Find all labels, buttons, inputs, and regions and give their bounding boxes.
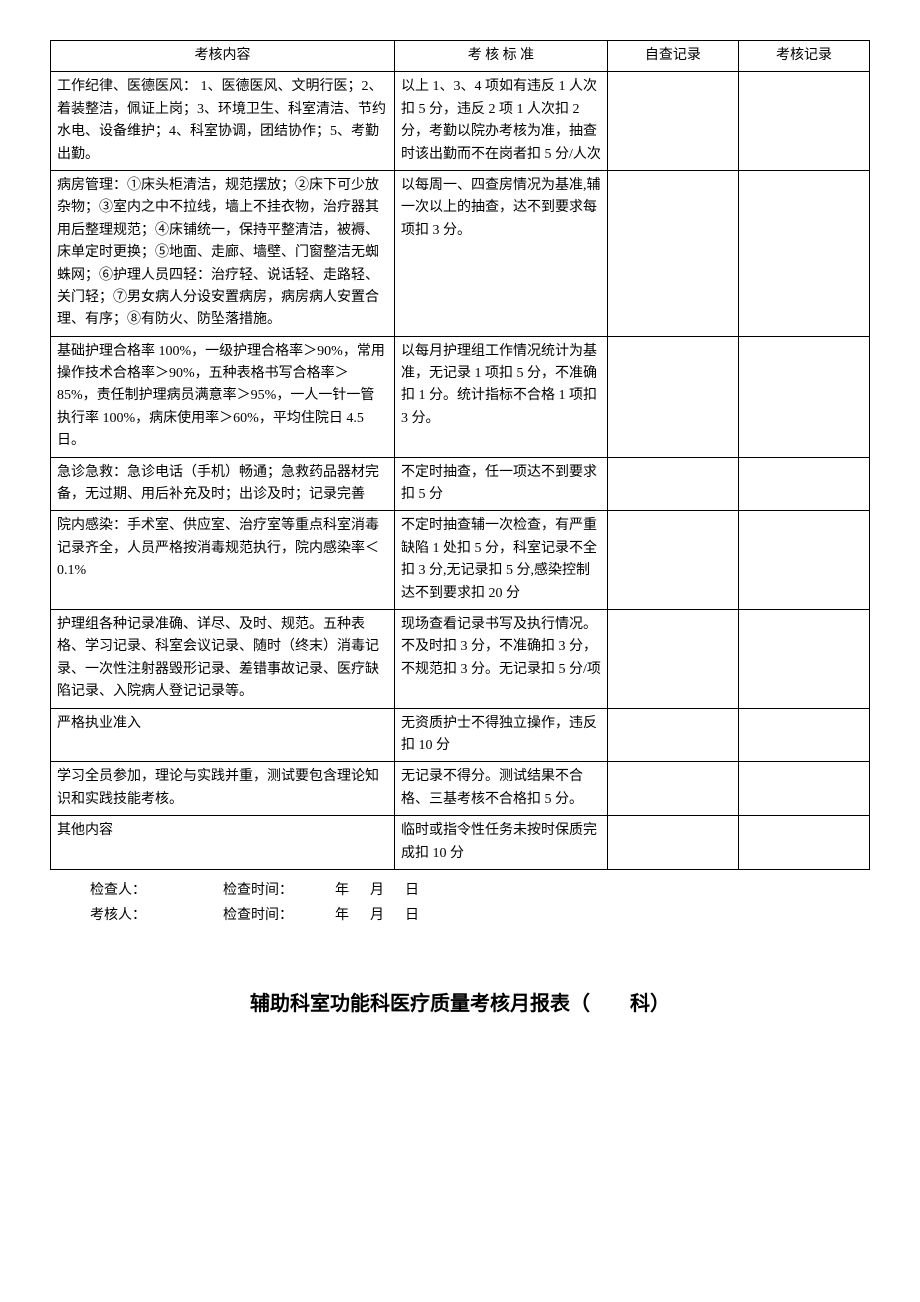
cell-standard: 不定时抽查辅一次检查，有严重缺陷 1 处扣 5 分，科室记录不全扣 3 分,无记…: [394, 511, 607, 610]
cell-content: 工作纪律、医德医风： 1、医德医风、文明行医；2、着装整洁，佩证上岗；3、环境卫…: [51, 72, 395, 171]
cell-standard: 不定时抽查，任一项达不到要求扣 5 分: [394, 457, 607, 511]
cell-review: [738, 457, 869, 511]
header-content: 考核内容: [51, 41, 395, 72]
cell-review: [738, 170, 869, 336]
cell-self: [607, 72, 738, 171]
cell-content: 护理组各种记录准确、详尽、及时、规范。五种表格、学习记录、科室会议记录、随时（终…: [51, 609, 395, 708]
table-row: 工作纪律、医德医风： 1、医德医风、文明行医；2、着装整洁，佩证上岗；3、环境卫…: [51, 72, 870, 171]
table-row: 病房管理：①床头柜清洁，规范摆放；②床下可少放杂物；③室内之中不拉线，墙上不挂衣…: [51, 170, 870, 336]
table-row: 护理组各种记录准确、详尽、及时、规范。五种表格、学习记录、科室会议记录、随时（终…: [51, 609, 870, 708]
table-row: 急诊急救：急诊电话（手机）畅通；急救药品器材完备，无过期、用后补充及时；出诊及时…: [51, 457, 870, 511]
header-self: 自查记录: [607, 41, 738, 72]
cell-standard: 以上 1、3、4 项如有违反 1 人次扣 5 分，违反 2 项 1 人次扣 2 …: [394, 72, 607, 171]
cell-self: [607, 511, 738, 610]
footer-line-reviewer: 考核人： 检查时间： 年 月 日: [90, 903, 870, 928]
table-row: 学习全员参加，理论与实践并重，测试要包含理论知识和实践技能考核。无记录不得分。测…: [51, 762, 870, 816]
table-row: 基础护理合格率 100%，一级护理合格率＞90%，常用操作技术合格率＞90%，五…: [51, 336, 870, 457]
cell-self: [607, 816, 738, 870]
cell-self: [607, 762, 738, 816]
assessment-table: 考核内容 考 核 标 准 自查记录 考核记录 工作纪律、医德医风： 1、医德医风…: [50, 40, 870, 870]
table-row: 院内感染：手术室、供应室、治疗室等重点科室消毒记录齐全，人员严格按消毒规范执行，…: [51, 511, 870, 610]
cell-standard: 无资质护士不得独立操作，违反扣 10 分: [394, 708, 607, 762]
cell-review: [738, 708, 869, 762]
cell-self: [607, 170, 738, 336]
cell-content: 严格执业准入: [51, 708, 395, 762]
cell-content: 病房管理：①床头柜清洁，规范摆放；②床下可少放杂物；③室内之中不拉线，墙上不挂衣…: [51, 170, 395, 336]
cell-review: [738, 336, 869, 457]
table-row: 其他内容临时或指令性任务未按时保质完成扣 10 分: [51, 816, 870, 870]
cell-review: [738, 816, 869, 870]
cell-review: [738, 511, 869, 610]
cell-self: [607, 708, 738, 762]
cell-content: 急诊急救：急诊电话（手机）畅通；急救药品器材完备，无过期、用后补充及时；出诊及时…: [51, 457, 395, 511]
cell-content: 学习全员参加，理论与实践并重，测试要包含理论知识和实践技能考核。: [51, 762, 395, 816]
cell-review: [738, 72, 869, 171]
cell-content: 院内感染：手术室、供应室、治疗室等重点科室消毒记录齐全，人员严格按消毒规范执行，…: [51, 511, 395, 610]
cell-self: [607, 336, 738, 457]
cell-standard: 以每周一、四查房情况为基准,辅一次以上的抽查，达不到要求每项扣 3 分。: [394, 170, 607, 336]
cell-standard: 临时或指令性任务未按时保质完成扣 10 分: [394, 816, 607, 870]
footer-block: 检查人： 检查时间： 年 月 日 考核人： 检查时间： 年 月 日: [50, 878, 870, 928]
header-standard: 考 核 标 准: [394, 41, 607, 72]
table-body: 工作纪律、医德医风： 1、医德医风、文明行医；2、着装整洁，佩证上岗；3、环境卫…: [51, 72, 870, 870]
table-row: 严格执业准入无资质护士不得独立操作，违反扣 10 分: [51, 708, 870, 762]
cell-review: [738, 762, 869, 816]
footer-line-inspector: 检查人： 检查时间： 年 月 日: [90, 878, 870, 903]
header-review: 考核记录: [738, 41, 869, 72]
cell-self: [607, 609, 738, 708]
cell-content: 基础护理合格率 100%，一级护理合格率＞90%，常用操作技术合格率＞90%，五…: [51, 336, 395, 457]
cell-standard: 现场查看记录书写及执行情况。不及时扣 3 分，不准确扣 3 分，不规范扣 3 分…: [394, 609, 607, 708]
table-header-row: 考核内容 考 核 标 准 自查记录 考核记录: [51, 41, 870, 72]
cell-standard: 以每月护理组工作情况统计为基准，无记录 1 项扣 5 分，不准确扣 1 分。统计…: [394, 336, 607, 457]
page-heading: 辅助科室功能科医疗质量考核月报表（ 科）: [50, 988, 870, 1020]
cell-standard: 无记录不得分。测试结果不合格、三基考核不合格扣 5 分。: [394, 762, 607, 816]
cell-content: 其他内容: [51, 816, 395, 870]
cell-review: [738, 609, 869, 708]
cell-self: [607, 457, 738, 511]
